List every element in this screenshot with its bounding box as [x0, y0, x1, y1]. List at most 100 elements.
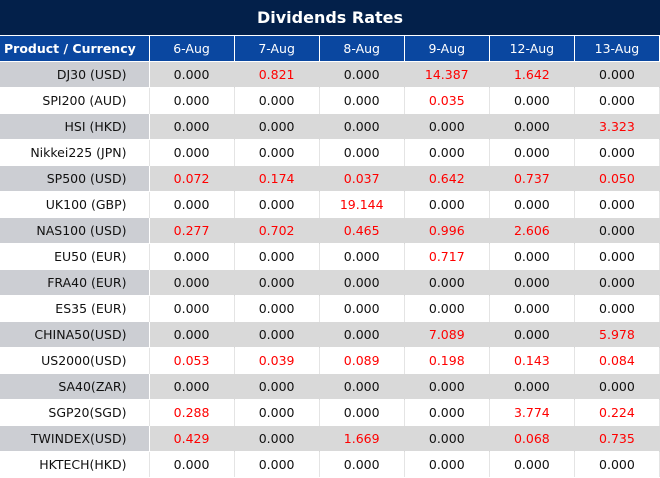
rate-cell: 0.072 — [149, 165, 235, 192]
rate-cell: 0.277 — [149, 217, 235, 244]
rate-cell: 0.039 — [234, 347, 320, 374]
product-cell: US2000(USD) — [0, 347, 150, 374]
rate-cell: 0.068 — [489, 425, 575, 452]
rate-cell: 0.084 — [574, 347, 660, 374]
table-row: SPI200 (AUD) 0.000 0.000 0.000 0.035 0.000 0.0… — [0, 87, 660, 114]
rate-cell: 0.000 — [404, 373, 490, 400]
rate-cell: 0.000 — [234, 425, 320, 452]
rate-cell: 7.089 — [404, 321, 490, 348]
rate-cell: 0.000 — [319, 139, 405, 166]
rate-cell: 0.143 — [489, 347, 575, 374]
rate-cell: 14.387 — [404, 61, 490, 88]
rate-cell: 0.000 — [404, 269, 490, 296]
rate-cell: 0.000 — [319, 321, 405, 348]
product-cell: SGP20(SGD) — [0, 399, 150, 426]
rate-cell: 0.050 — [574, 165, 660, 192]
product-cell: TWINDEX(USD) — [0, 425, 150, 452]
product-cell: SPI200 (AUD) — [0, 87, 150, 114]
rate-cell: 0.000 — [149, 139, 235, 166]
rate-cell: 0.429 — [149, 425, 235, 452]
product-cell: ES35 (EUR) — [0, 295, 150, 322]
rate-cell: 3.323 — [574, 113, 660, 140]
table-row: FRA40 (EUR) 0.000 0.000 0.000 0.000 0.000 0.00… — [0, 269, 660, 296]
rate-cell: 3.774 — [489, 399, 575, 426]
rate-cell: 0.000 — [234, 373, 320, 400]
product-cell: DJ30 (USD) — [0, 61, 150, 88]
rate-cell: 0.737 — [489, 165, 575, 192]
rate-cell: 0.053 — [149, 347, 235, 374]
column-header-date: 13-Aug — [574, 36, 660, 62]
rate-cell: 0.198 — [404, 347, 490, 374]
rate-cell: 19.144 — [319, 191, 405, 218]
rate-cell: 0.000 — [574, 191, 660, 218]
rate-cell: 0.000 — [574, 451, 660, 477]
rate-cell: 0.000 — [234, 191, 320, 218]
rate-cell: 0.000 — [574, 243, 660, 270]
rate-cell: 0.000 — [404, 399, 490, 426]
rate-cell: 0.000 — [404, 139, 490, 166]
rate-cell: 0.000 — [149, 243, 235, 270]
table-row: NAS100 (USD) 0.277 0.702 0.465 0.996 2.606 0.0… — [0, 217, 660, 244]
column-header-date: 12-Aug — [489, 36, 575, 62]
table-row: HSI (HKD) 0.000 0.000 0.000 0.000 0.000 3.323 — [0, 113, 660, 140]
rate-cell: 0.000 — [319, 269, 405, 296]
rate-cell: 0.000 — [319, 87, 405, 114]
rate-cell: 0.224 — [574, 399, 660, 426]
rate-cell: 0.000 — [574, 87, 660, 114]
table-row: US2000(USD) 0.053 0.039 0.089 0.198 0.143 0.08… — [0, 347, 660, 374]
rate-cell: 0.000 — [489, 321, 575, 348]
product-cell: Nikkei225 (JPN) — [0, 139, 150, 166]
table-row: SP500 (USD) 0.072 0.174 0.037 0.642 0.737 0.05… — [0, 165, 660, 192]
rate-cell: 0.000 — [319, 295, 405, 322]
rate-cell: 0.000 — [404, 425, 490, 452]
rate-cell: 0.000 — [489, 451, 575, 477]
rate-cell: 0.000 — [574, 295, 660, 322]
table-title: Dividends Rates — [0, 0, 660, 36]
rate-cell: 0.000 — [234, 243, 320, 270]
rate-cell: 0.174 — [234, 165, 320, 192]
rate-cell: 0.089 — [319, 347, 405, 374]
rate-cell: 0.000 — [149, 87, 235, 114]
column-header-date: 9-Aug — [404, 36, 490, 62]
rate-cell: 0.000 — [489, 243, 575, 270]
rate-cell: 0.996 — [404, 217, 490, 244]
table-row: HKTECH(HKD) 0.000 0.000 0.000 0.000 0.000 0.00… — [0, 451, 660, 477]
rate-cell: 0.000 — [234, 269, 320, 296]
rate-cell: 5.978 — [574, 321, 660, 348]
rate-cell: 0.000 — [489, 113, 575, 140]
rate-cell: 0.000 — [404, 295, 490, 322]
product-cell: SP500 (USD) — [0, 165, 150, 192]
product-cell: HSI (HKD) — [0, 113, 150, 140]
table-row: EU50 (EUR) 0.000 0.000 0.000 0.717 0.000 0.000 — [0, 243, 660, 270]
rate-cell: 0.465 — [319, 217, 405, 244]
rate-cell: 0.642 — [404, 165, 490, 192]
rate-cell: 0.000 — [234, 399, 320, 426]
rate-cell: 0.000 — [149, 295, 235, 322]
rate-cell: 0.000 — [574, 139, 660, 166]
rate-cell: 0.000 — [234, 113, 320, 140]
product-cell: SA40(ZAR) — [0, 373, 150, 400]
column-header-date: 7-Aug — [234, 36, 320, 62]
table-row: ES35 (EUR) 0.000 0.000 0.000 0.000 0.000 0.000 — [0, 295, 660, 322]
dividends-table: Product / Currency 6-Aug 7-Aug 8-Aug 9-A… — [0, 36, 660, 477]
rate-cell: 0.702 — [234, 217, 320, 244]
rate-cell: 0.000 — [489, 87, 575, 114]
rate-cell: 0.000 — [404, 113, 490, 140]
product-cell: FRA40 (EUR) — [0, 269, 150, 296]
rate-cell: 0.288 — [149, 399, 235, 426]
column-header-date: 6-Aug — [149, 36, 235, 62]
rate-cell: 0.000 — [234, 451, 320, 477]
rate-cell: 0.000 — [319, 113, 405, 140]
rate-cell: 0.000 — [574, 269, 660, 296]
product-cell: HKTECH(HKD) — [0, 451, 150, 477]
rate-cell: 0.000 — [489, 269, 575, 296]
rate-cell: 0.000 — [319, 451, 405, 477]
table-row: SGP20(SGD) 0.288 0.000 0.000 0.000 3.774 0.224 — [0, 399, 660, 426]
rate-cell: 0.735 — [574, 425, 660, 452]
rate-cell: 0.000 — [149, 61, 235, 88]
rate-cell: 1.642 — [489, 61, 575, 88]
table-row: UK100 (GBP) 0.000 0.000 19.144 0.000 0.000 0.0… — [0, 191, 660, 218]
rate-cell: 0.035 — [404, 87, 490, 114]
product-cell: EU50 (EUR) — [0, 243, 150, 270]
rate-cell: 0.000 — [234, 295, 320, 322]
